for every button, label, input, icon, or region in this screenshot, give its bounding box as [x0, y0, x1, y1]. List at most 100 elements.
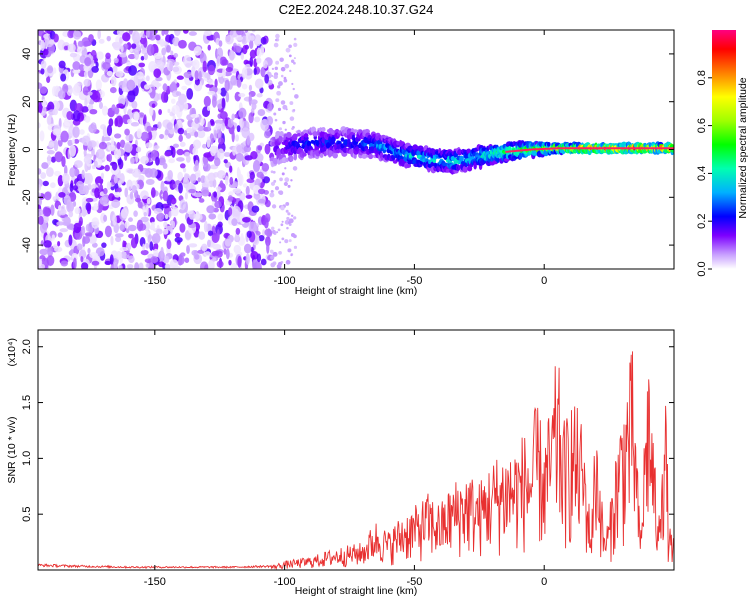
signal-blob: [296, 129, 302, 135]
noise-blob: [257, 188, 266, 195]
noise-blob: [220, 79, 224, 84]
noise-blob: [257, 108, 266, 117]
noise-blob: [266, 116, 274, 126]
noise-blob: [248, 93, 252, 106]
noise-blob: [38, 215, 44, 226]
signal-blob: [352, 129, 359, 133]
noise-blob: [166, 122, 173, 130]
noise-blob: [127, 53, 136, 60]
noise-blob: [137, 201, 143, 209]
noise-blob: [127, 118, 132, 124]
noise-blob: [202, 60, 207, 73]
signal-blob: [301, 152, 307, 157]
noise-blob: [208, 213, 217, 220]
noise-blob: [153, 52, 163, 60]
noise-blob: [96, 148, 105, 160]
colorbar-tick-label: 0.4: [696, 166, 708, 181]
noise-blob: [107, 153, 112, 163]
noise-blob: [184, 151, 191, 157]
noise-blob: [188, 210, 196, 220]
noise-blob: [186, 244, 190, 254]
noise-blob: [194, 70, 199, 81]
noise-blob: [106, 70, 113, 77]
noise-blob: [236, 78, 242, 88]
noise-blob: [38, 192, 42, 197]
noise-blob: [227, 118, 234, 128]
noise-blob: [162, 162, 168, 170]
noise-speck: [274, 186, 280, 191]
noise-blob: [162, 190, 169, 202]
noise-blob: [138, 62, 146, 68]
noise-blob: [39, 130, 45, 142]
noise-blob: [60, 130, 69, 143]
noise-blob: [171, 98, 176, 104]
noise-blob: [134, 262, 140, 269]
noise-speck: [271, 226, 275, 231]
noise-blob: [105, 52, 111, 60]
noise-blob: [237, 169, 241, 178]
noise-blob: [251, 205, 260, 213]
noise-blob: [216, 186, 222, 191]
noise-speck: [275, 33, 280, 39]
colorbar-tick-label: 0.8: [696, 70, 708, 85]
noise-blob: [258, 198, 266, 204]
y-tick-label: 20: [21, 96, 33, 108]
signal-blob: [331, 136, 336, 143]
noise-blob: [38, 258, 43, 267]
noise-blob: [125, 133, 134, 142]
noise-blob: [108, 118, 114, 127]
noise-speck: [285, 209, 289, 213]
noise-blob: [140, 155, 149, 165]
noise-blob: [172, 61, 180, 66]
noise-blob: [74, 103, 83, 112]
colorbar: 0.0 0.2 0.4 0.6 0.8 Normalized spectral ampl…: [696, 30, 749, 277]
noise-blob: [145, 142, 153, 149]
noise-blob: [42, 180, 49, 187]
noise-blob: [238, 93, 246, 98]
noise-blob: [262, 176, 271, 184]
noise-speck: [274, 66, 279, 71]
noise-blob: [207, 90, 216, 96]
noise-speck: [293, 57, 296, 60]
noise-blob: [225, 34, 234, 45]
noise-blob: [69, 167, 76, 178]
noise-speck: [277, 228, 281, 232]
noise-blob: [146, 197, 151, 205]
noise-blob: [185, 230, 191, 240]
noise-blob: [124, 221, 130, 229]
noise-blob: [83, 70, 88, 78]
noise-speck: [280, 66, 286, 72]
noise-blob: [170, 50, 174, 56]
noise-blob: [179, 252, 186, 257]
noise-blob: [72, 110, 81, 122]
noise-blob: [72, 30, 82, 40]
noise-speck: [292, 166, 298, 171]
noise-blob: [119, 224, 126, 232]
noise-blob: [232, 205, 241, 217]
noise-blob: [38, 184, 42, 191]
signal-blob: [442, 162, 449, 167]
noise-blob: [155, 76, 163, 82]
noise-blob: [261, 163, 270, 172]
noise-blob: [246, 230, 252, 239]
noise-blob: [38, 122, 41, 129]
noise-blob: [48, 141, 55, 148]
noise-blob: [168, 211, 172, 218]
noise-blob: [102, 61, 111, 70]
noise-blob: [160, 91, 168, 103]
noise-speck: [294, 94, 299, 99]
noise-blob: [232, 188, 242, 194]
signal-blob: [296, 132, 301, 137]
noise-blob: [38, 101, 43, 113]
noise-blob: [54, 246, 63, 253]
noise-blob: [219, 180, 224, 189]
noise-blob: [212, 178, 217, 188]
noise-blob: [85, 197, 94, 203]
noise-blob: [178, 39, 187, 49]
noise-blob: [46, 115, 52, 125]
noise-blob: [173, 53, 179, 58]
noise-blob: [250, 99, 258, 105]
noise-blob: [88, 34, 94, 43]
noise-blob: [236, 125, 241, 133]
noise-blob: [115, 70, 124, 78]
